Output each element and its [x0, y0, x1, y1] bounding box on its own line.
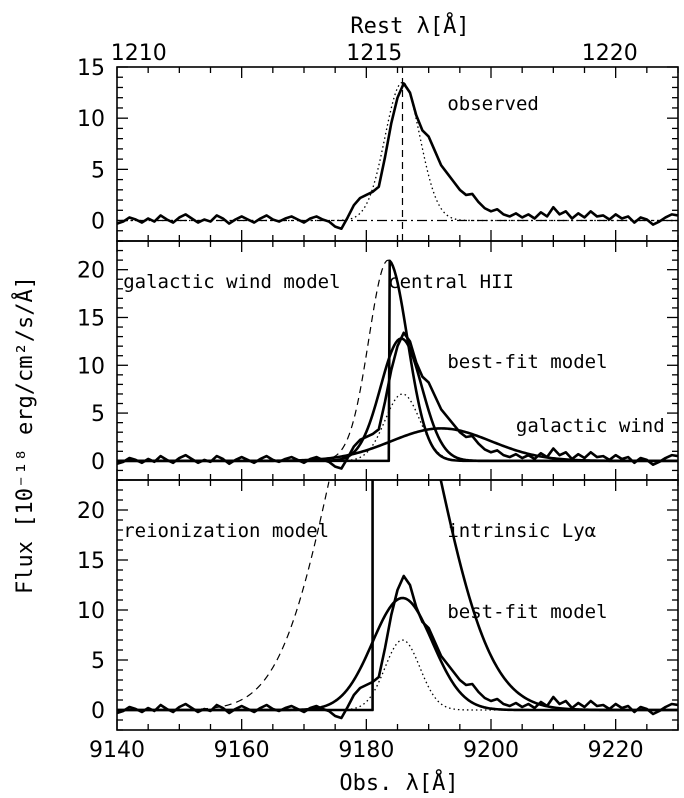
series-gaussian	[117, 639, 678, 711]
annotation-label: reionization model	[123, 520, 329, 542]
panels-group: 0 5 10 15 observed 0 5 10 15 20 galactic wind mode…	[77, 41, 679, 763]
plot-area-reion	[117, 480, 678, 720]
x-axis-label: Obs. λ[Å]	[339, 769, 458, 796]
y-tick-label: 0	[91, 450, 105, 475]
top-tick-label: 1215	[346, 41, 402, 66]
annotation-label: galactic wind model	[123, 271, 340, 293]
y-tick-label: 5	[91, 402, 105, 427]
y-tick-label: 0	[91, 699, 105, 724]
y-tick-label: 5	[91, 649, 105, 674]
y-axis-label: Flux [10⁻¹⁸ erg/cm²/s/Å]	[11, 276, 38, 594]
x-tick-label: 9140	[89, 738, 145, 763]
y-tick-label: 0	[91, 210, 105, 235]
x-tick-label: 9160	[214, 738, 270, 763]
annotation-label: galactic wind	[516, 415, 665, 437]
series-observed-data	[117, 574, 678, 720]
top-tick-label: 1210	[111, 41, 167, 66]
panel-observed: 0 5 10 15 observed	[77, 56, 679, 242]
x-tick-label: 9220	[588, 738, 644, 763]
y-tick-label: 10	[77, 354, 105, 379]
panel-reion: 0 5 10 15 20 reionization model intrinsic Lyα b…	[77, 479, 679, 731]
series-gaussian	[117, 393, 678, 462]
y-tick-label: 10	[77, 107, 105, 132]
plot-area-wind	[117, 259, 678, 470]
series-intrinsic-lya-wing	[117, 481, 330, 711]
panel-wind: 0 5 10 15 20 galactic wind model central HII be…	[77, 240, 679, 481]
x-tick-label: 9180	[338, 738, 394, 763]
top-axis-label: Rest λ[Å]	[350, 12, 469, 39]
x-tick-label: 9200	[463, 738, 519, 763]
annotation-label: best-fit model	[447, 351, 607, 373]
series-observed-data	[117, 82, 678, 231]
top-tick-label: 1220	[582, 41, 638, 66]
annotation-label: best-fit model	[447, 601, 607, 623]
y-tick-label: 15	[77, 306, 105, 331]
annotation-label: intrinsic Lyα	[447, 520, 596, 542]
y-tick-label: 5	[91, 158, 105, 183]
y-tick-label: 15	[77, 56, 105, 81]
y-tick-label: 10	[77, 599, 105, 624]
plot-area-observed	[117, 67, 678, 241]
y-tick-label: 20	[77, 499, 105, 524]
y-tick-label: 20	[77, 259, 105, 284]
y-tick-label: 15	[77, 549, 105, 574]
annotation-label: observed	[447, 93, 539, 115]
annotation-label: central HII	[388, 271, 514, 293]
